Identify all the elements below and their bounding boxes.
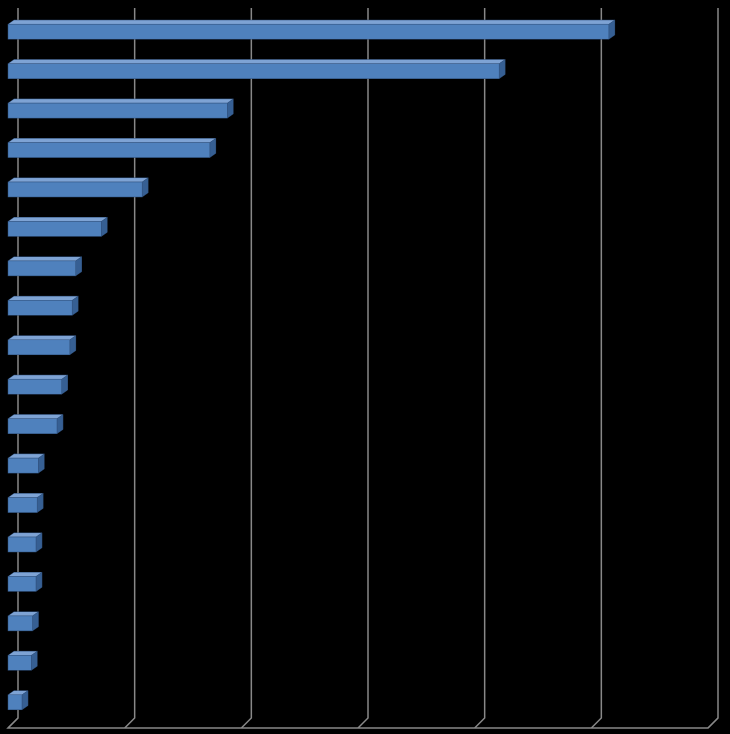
bar — [7, 216, 109, 237]
bar — [7, 690, 29, 711]
bar-top — [7, 98, 235, 104]
grid-line — [707, 8, 719, 729]
bar-front — [7, 300, 73, 316]
bar — [7, 374, 69, 395]
grid-line — [357, 8, 369, 729]
bar-front — [7, 221, 102, 237]
bar — [7, 256, 83, 277]
bar-front — [7, 655, 32, 671]
bar — [7, 335, 77, 356]
bar-top — [7, 374, 69, 380]
bar — [7, 492, 44, 514]
bar — [7, 650, 39, 671]
bar — [7, 571, 43, 592]
bar-front — [7, 536, 37, 553]
bar-top — [7, 216, 109, 222]
bar-top — [7, 256, 83, 262]
bar — [7, 177, 149, 198]
bar-front — [7, 23, 610, 40]
bar-front — [7, 576, 37, 592]
bar — [7, 532, 43, 553]
bar-front — [7, 102, 228, 119]
bar-front — [7, 142, 211, 158]
bar — [7, 413, 64, 435]
bar-front — [7, 694, 23, 711]
bar-front — [7, 181, 143, 198]
grid-line — [124, 8, 136, 729]
bar-top — [7, 414, 64, 419]
bar-front — [7, 339, 71, 356]
bar-front — [7, 378, 62, 395]
bar-front — [7, 63, 500, 79]
bar-front — [7, 260, 76, 277]
bar-top — [7, 59, 506, 64]
bar-top — [7, 335, 77, 341]
bar — [7, 19, 616, 40]
bar-front — [7, 418, 58, 434]
bar — [7, 98, 235, 119]
bar-top — [7, 295, 79, 301]
bar — [7, 58, 506, 80]
bar-top — [7, 19, 616, 25]
grid-line — [7, 8, 19, 729]
bar-top — [7, 177, 149, 183]
bar-front — [7, 457, 39, 474]
grid-line — [474, 8, 486, 729]
bar — [7, 295, 79, 316]
bar — [7, 611, 40, 632]
grid-line — [240, 8, 253, 729]
bar — [7, 453, 46, 474]
bar — [7, 137, 217, 159]
bar-front — [7, 615, 33, 632]
grid-line — [590, 8, 603, 729]
bar-front — [7, 497, 38, 513]
bar-top — [7, 138, 217, 143]
